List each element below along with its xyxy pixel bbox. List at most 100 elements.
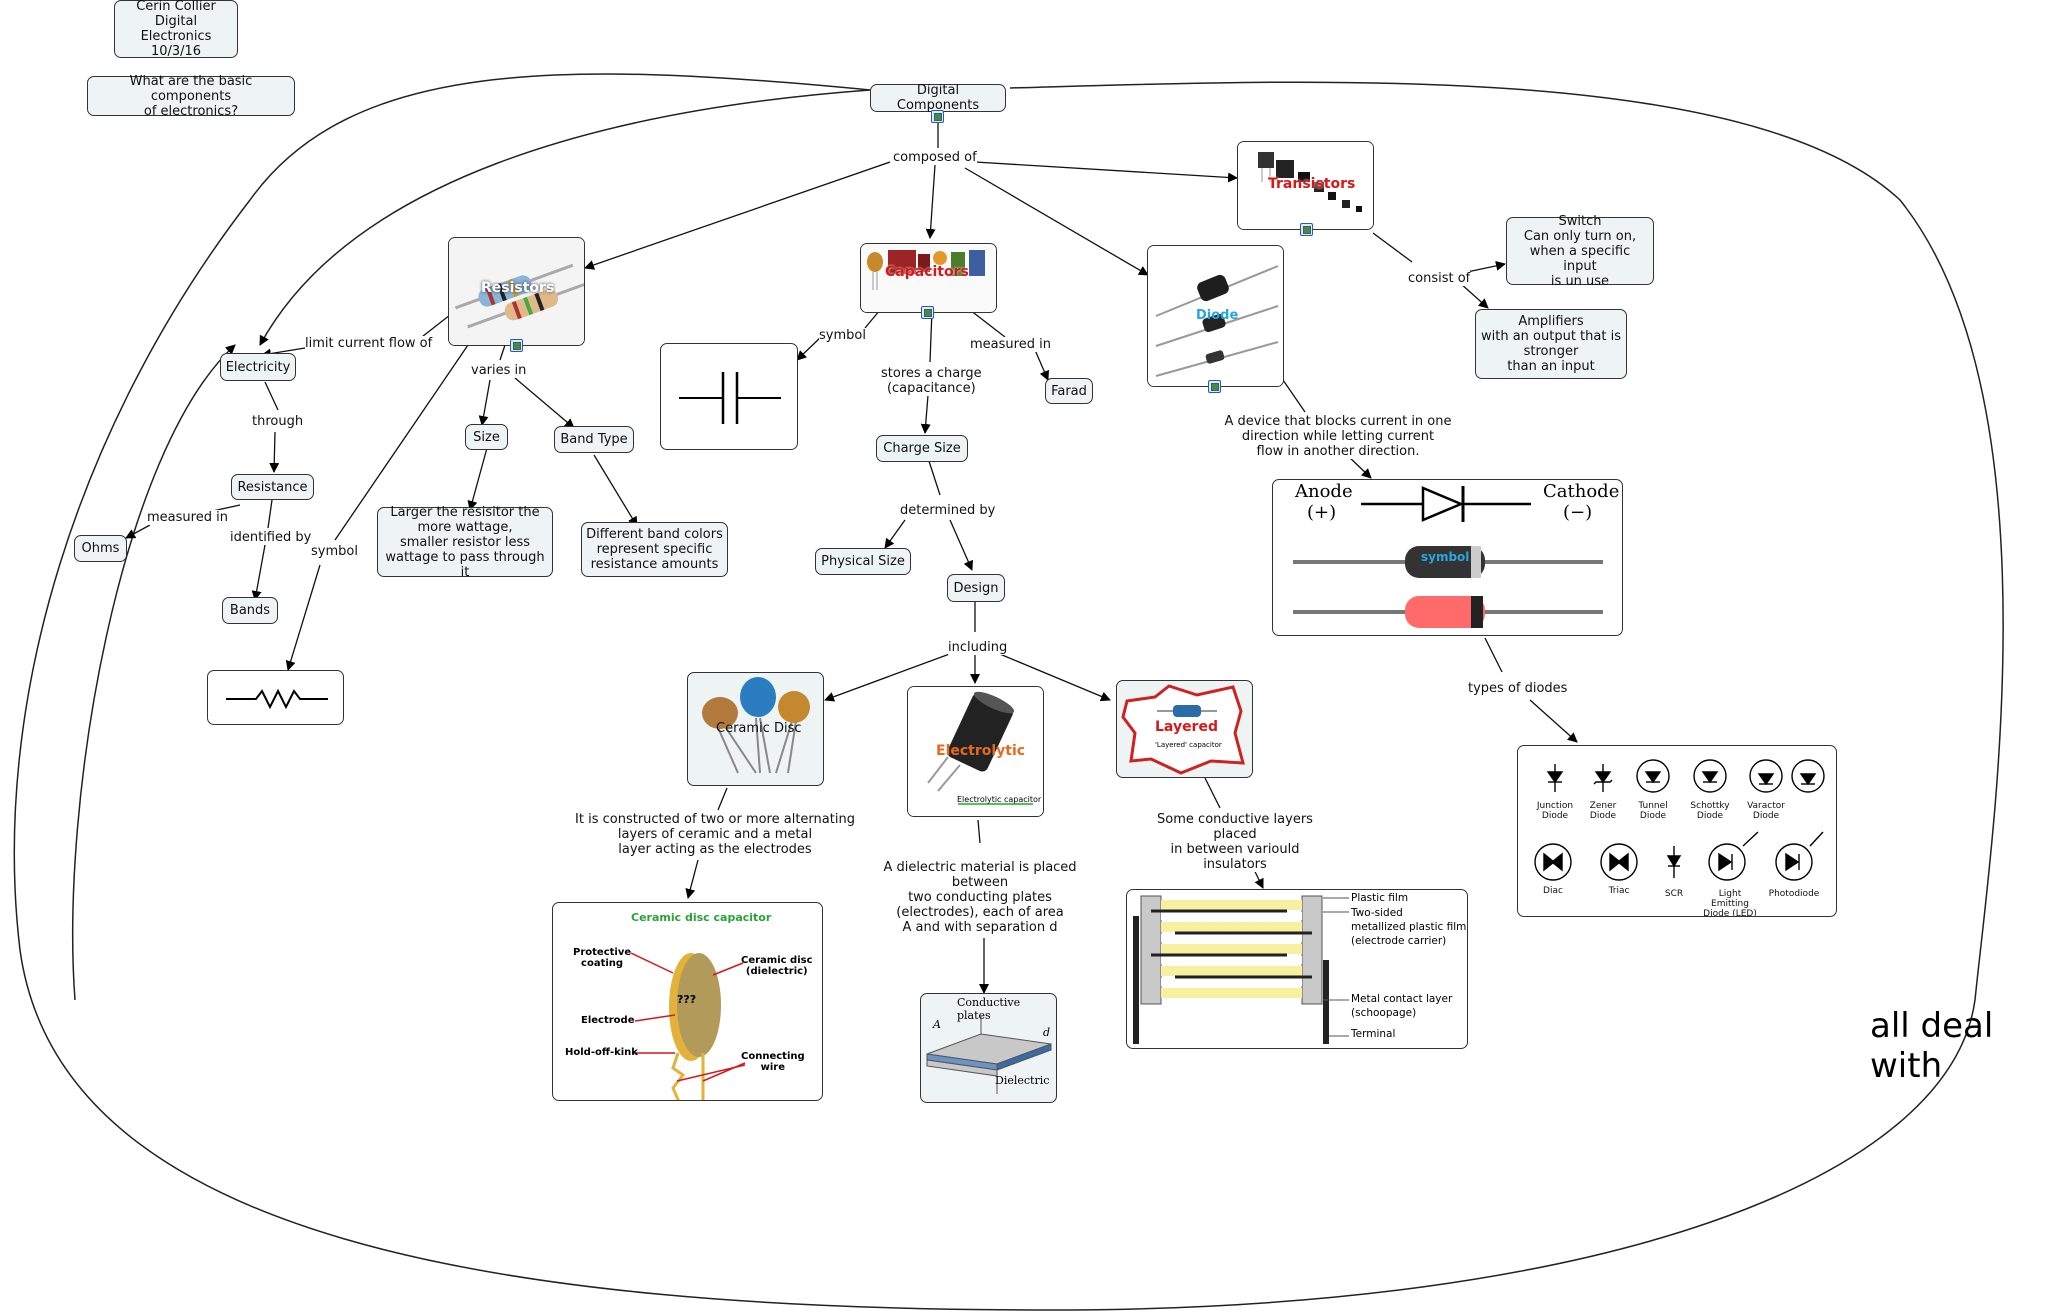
image-node-film-diagram[interactable]: Plastic film Two-sided metallized plasti…: [1126, 889, 1468, 1049]
resistors-photo: [449, 238, 584, 345]
edge: [269, 431, 280, 473]
edge: [593, 454, 638, 527]
edge: [467, 447, 488, 511]
ceramic-description: It is constructed of two or more alterna…: [570, 812, 860, 857]
node-size[interactable]: Size: [465, 424, 508, 450]
label-dielectric: Dielectric: [995, 1074, 1050, 1087]
label-connecting-wire: Connecting wire: [741, 1051, 805, 1073]
label-metal-contact: Metal contact layer (schoopage): [1351, 993, 1453, 1019]
image-node-ceramic-disc[interactable]: Ceramic Disc: [687, 672, 824, 786]
node-physical-size[interactable]: Physical Size: [815, 548, 911, 575]
edge: [884, 519, 906, 549]
diode-type-label: Schottky Diode: [1690, 801, 1730, 821]
image-node-resistors[interactable]: Resistors: [448, 237, 585, 346]
diode-type-label: Triac: [1608, 886, 1630, 896]
resource-icon[interactable]: [1208, 380, 1221, 393]
resource-icon[interactable]: [921, 306, 934, 319]
focus-question[interactable]: What are the basic components of electro…: [87, 74, 295, 119]
link-measured-in-ohms: measured in: [147, 510, 228, 525]
edge: [927, 457, 941, 496]
diode-symbol-diagram: [1293, 486, 1603, 628]
label-conductive-plates: Conductive plates: [957, 996, 1021, 1022]
edge: [1466, 260, 1506, 273]
image-node-capacitors[interactable]: Capacitors: [860, 243, 997, 313]
capacitor-symbol-icon: [679, 372, 781, 424]
edge: [499, 344, 506, 361]
label-transistors: Transistors: [1268, 176, 1356, 192]
diode-photo: [1148, 246, 1283, 386]
image-node-diode-types[interactable]: Junction Diode Zener Diode Tunnel Diode …: [1517, 745, 1837, 917]
node-charge-size[interactable]: Charge Size: [876, 435, 968, 462]
image-node-capacitor-symbol[interactable]: [660, 343, 798, 450]
edge: [920, 394, 931, 434]
resource-icon[interactable]: [1300, 223, 1313, 236]
label-separation-d: d: [1043, 1026, 1051, 1039]
root-node-digital-components[interactable]: Digital Components: [870, 83, 1006, 113]
edge: [478, 379, 491, 426]
node-design[interactable]: Design: [947, 574, 1005, 602]
enclosing-loop-line: [13, 73, 2004, 1311]
electrolytic-photo: [908, 687, 1043, 816]
node-farad[interactable]: Farad: [1045, 378, 1093, 404]
side-note-all-deal-with: all deal with: [1870, 1006, 1994, 1086]
node-resistance[interactable]: Resistance: [231, 474, 314, 500]
edge: [717, 787, 728, 811]
edge: [685, 859, 699, 899]
capacitors-photo: [861, 244, 996, 312]
node-ohms[interactable]: Ohms: [74, 535, 127, 562]
diode-type-label: Tunnel Diode: [1638, 801, 1668, 821]
node-size-description[interactable]: Larger the resisitor the more wattage, s…: [377, 505, 553, 580]
node-amplifiers[interactable]: Amplifiers with an output that is strong…: [1475, 309, 1627, 379]
diode-type-label: Varactor Diode: [1747, 801, 1785, 821]
film-capacitor-drawing: [1133, 895, 1349, 1046]
image-node-layered[interactable]: Layered 'Layered' capacitor: [1116, 680, 1253, 778]
image-node-transistors[interactable]: Transistors: [1237, 141, 1374, 230]
ceramic-disc-photo: [702, 677, 810, 774]
edge: [949, 519, 973, 571]
label-plastic-film: Plastic film: [1351, 892, 1409, 904]
label-area-a: A: [933, 1018, 941, 1031]
node-electricity[interactable]: Electricity: [220, 353, 296, 381]
edge: [1484, 637, 1503, 673]
image-node-resistor-symbol[interactable]: [207, 670, 344, 725]
image-node-electrolytic[interactable]: Electrolytic Electrolytic capacitor: [907, 686, 1044, 817]
edge: [584, 161, 891, 270]
link-measured-in-farad: measured in: [970, 337, 1051, 352]
label-hold-off-kink: Hold-off-kink: [565, 1047, 638, 1058]
edge: [1282, 379, 1306, 413]
parallel-plate-drawing: [926, 1016, 1052, 1094]
link-limit-current: limit current flow of: [305, 336, 433, 351]
ceramic-marks: ???: [677, 993, 697, 1006]
ceramic-diagram-drawing: [630, 952, 746, 1100]
node-switch[interactable]: Switch Can only turn on, when a specific…: [1506, 214, 1654, 289]
image-node-plate-diagram[interactable]: Conductive plates Dielectric A d: [920, 993, 1057, 1103]
resource-icon[interactable]: [510, 339, 523, 352]
image-node-diode-symbol[interactable]: Anode (+) Cathode (−) symbol: [1272, 479, 1623, 636]
image-node-ceramic-diagram[interactable]: Ceramic disc capacitor Protective coatin…: [552, 902, 823, 1101]
transistors-photo: [1238, 142, 1373, 229]
edge: [417, 314, 451, 341]
root-to-electricity-connector: [259, 89, 871, 346]
loop-to-electricity-connector: [72, 344, 236, 1001]
resource-icon[interactable]: [931, 110, 944, 123]
edge: [1459, 282, 1489, 309]
link-types-of-diodes: types of diodes: [1468, 681, 1568, 696]
node-band-type[interactable]: Band Type: [554, 426, 634, 453]
edge: [974, 161, 1238, 183]
diode-types-chart: [1534, 759, 1825, 881]
layered-caption: 'Layered' capacitor: [1155, 741, 1222, 749]
label-ceramic-dielectric: Ceramic disc (dielectric): [741, 955, 813, 977]
diode-type-label: Photodiode: [1768, 889, 1820, 899]
label-layered: Layered: [1155, 719, 1218, 735]
image-node-diode[interactable]: Diode: [1147, 245, 1284, 387]
edge: [796, 335, 823, 361]
ceramic-diagram-title: Ceramic disc capacitor: [631, 911, 772, 924]
node-bands[interactable]: Bands: [222, 597, 278, 624]
node-band-description[interactable]: Different band colors represent specific…: [581, 522, 728, 577]
link-including: including: [948, 640, 1008, 655]
diode-type-label: SCR: [1664, 889, 1684, 899]
edge: [864, 309, 881, 329]
edge: [994, 651, 1111, 702]
author-card[interactable]: Cerin Collier Digital Electronics 10/3/1…: [114, 0, 238, 59]
